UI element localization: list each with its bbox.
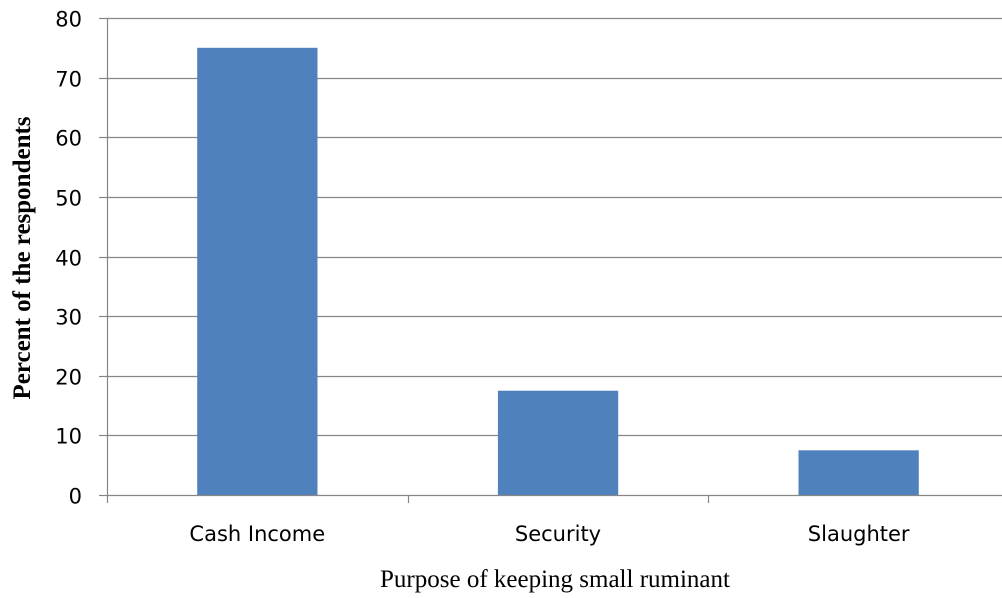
bar-cash-income bbox=[197, 47, 318, 496]
y-tick-label: 10 bbox=[55, 425, 82, 449]
bars bbox=[197, 47, 919, 496]
x-axis-title: Purpose of keeping small ruminant bbox=[380, 566, 730, 593]
x-tick-label: Slaughter bbox=[808, 522, 910, 546]
y-tick-label: 70 bbox=[55, 68, 82, 92]
y-tick-label: 50 bbox=[55, 187, 82, 211]
y-axis-title: Percent of the respondents bbox=[9, 116, 36, 399]
x-tick-label: Security bbox=[515, 522, 601, 546]
y-tick-label: 60 bbox=[55, 127, 82, 151]
y-tick-labels: 0 10 20 30 40 50 60 70 80 bbox=[55, 8, 82, 509]
bar-security bbox=[497, 390, 619, 495]
y-tick-label: 40 bbox=[55, 247, 82, 271]
y-tick-label: 0 bbox=[69, 485, 82, 509]
y-tick-label: 80 bbox=[55, 8, 82, 32]
y-tick-label: 30 bbox=[55, 306, 82, 330]
x-tick-labels: Cash Income Security Slaughter bbox=[189, 522, 910, 546]
y-tick-label: 20 bbox=[55, 366, 82, 390]
axes bbox=[99, 17, 1002, 503]
x-tick-label: Cash Income bbox=[189, 522, 325, 546]
bar-slaughter bbox=[798, 450, 919, 495]
